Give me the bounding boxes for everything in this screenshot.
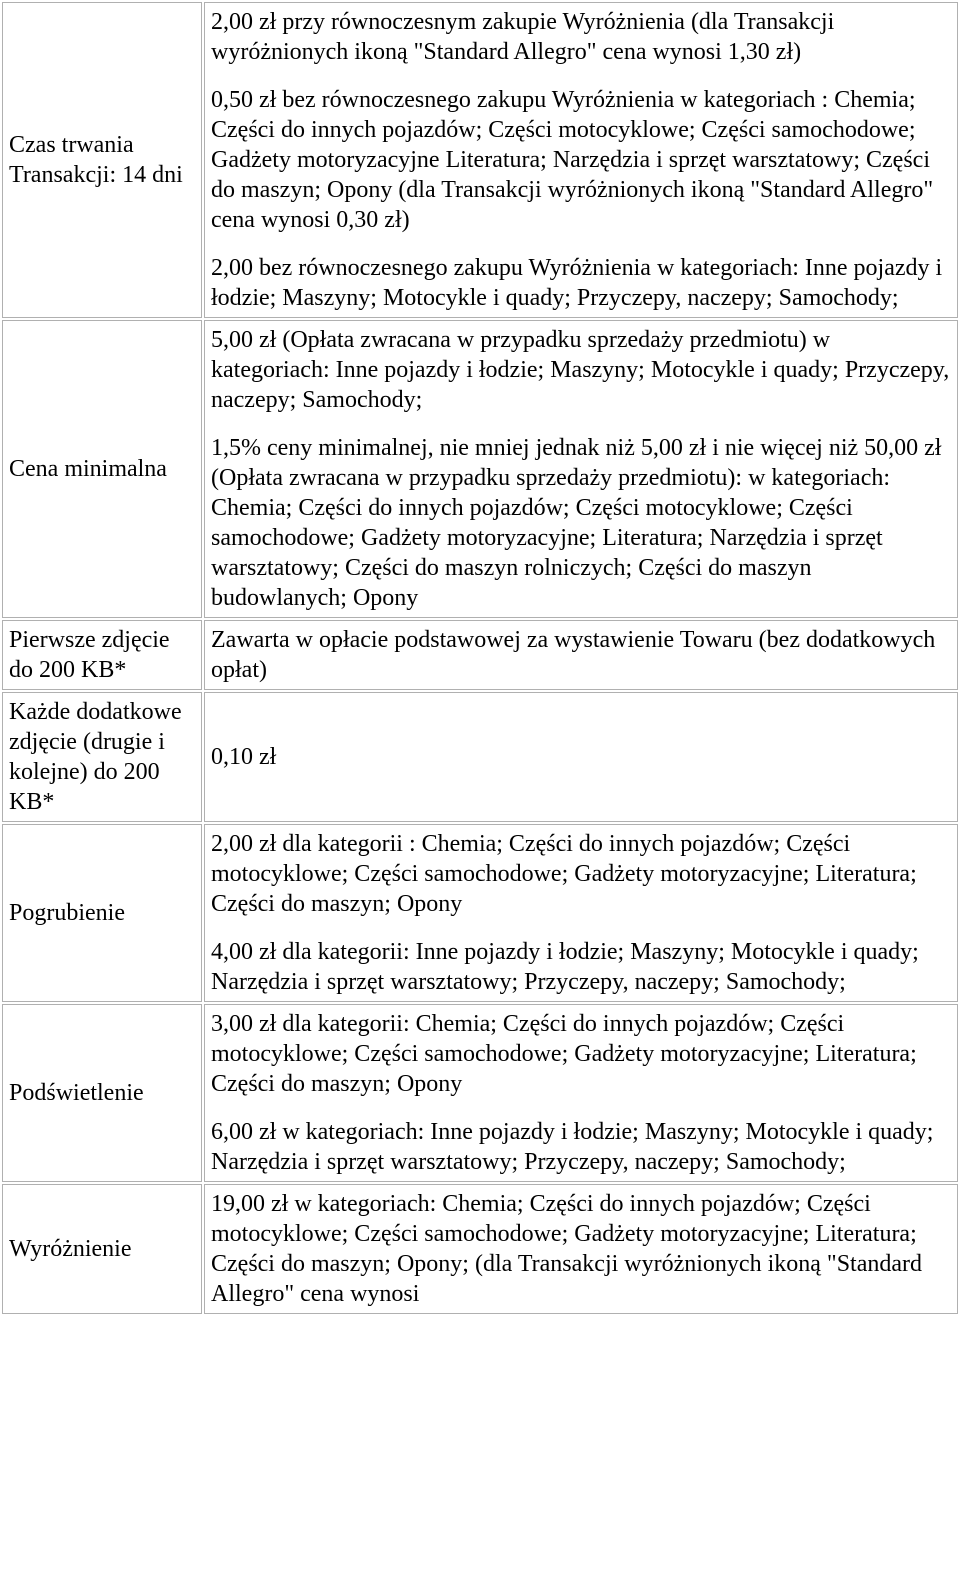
row-paragraph: 0,10 zł <box>211 742 951 772</box>
table-row: Podświetlenie3,00 zł dla kategorii: Chem… <box>2 1004 958 1182</box>
row-paragraph: 2,00 bez równoczesnego zakupu Wyróżnieni… <box>211 253 951 313</box>
row-label: Wyróżnienie <box>2 1184 202 1314</box>
row-value: 3,00 zł dla kategorii: Chemia; Części do… <box>204 1004 958 1182</box>
row-label: Pogrubienie <box>2 824 202 1002</box>
row-label: Każde dodatkowe zdjęcie (drugie i kolejn… <box>2 692 202 822</box>
row-paragraph: 0,50 zł bez równoczesnego zakupu Wyróżni… <box>211 85 951 235</box>
row-value: 5,00 zł (Opłata zwracana w przypadku spr… <box>204 320 958 618</box>
row-paragraph: 19,00 zł w kategoriach: Chemia; Części d… <box>211 1189 951 1309</box>
row-paragraph: Zawarta w opłacie podstawowej za wystawi… <box>211 625 951 685</box>
table-row: Wyróżnienie19,00 zł w kategoriach: Chemi… <box>2 1184 958 1314</box>
row-paragraph: 5,00 zł (Opłata zwracana w przypadku spr… <box>211 325 951 415</box>
row-value: 19,00 zł w kategoriach: Chemia; Części d… <box>204 1184 958 1314</box>
row-label: Podświetlenie <box>2 1004 202 1182</box>
table-row: Cena minimalna5,00 zł (Opłata zwracana w… <box>2 320 958 618</box>
row-label: Pierwsze zdjęcie do 200 KB* <box>2 620 202 690</box>
row-paragraph: 1,5% ceny minimalnej, nie mniej jednak n… <box>211 433 951 613</box>
row-value: 2,00 zł dla kategorii : Chemia; Części d… <box>204 824 958 1002</box>
row-value: Zawarta w opłacie podstawowej za wystawi… <box>204 620 958 690</box>
row-label: Cena minimalna <box>2 320 202 618</box>
pricing-table: Czas trwania Transakcji: 14 dni2,00 zł p… <box>0 0 960 1316</box>
row-label: Czas trwania Transakcji: 14 dni <box>2 2 202 318</box>
row-paragraph: 4,00 zł dla kategorii: Inne pojazdy i ło… <box>211 937 951 997</box>
row-paragraph: 2,00 zł przy równoczesnym zakupie Wyróżn… <box>211 7 951 67</box>
table-row: Pogrubienie2,00 zł dla kategorii : Chemi… <box>2 824 958 1002</box>
row-value: 2,00 zł przy równoczesnym zakupie Wyróżn… <box>204 2 958 318</box>
row-paragraph: 2,00 zł dla kategorii : Chemia; Części d… <box>211 829 951 919</box>
row-value: 0,10 zł <box>204 692 958 822</box>
table-row: Pierwsze zdjęcie do 200 KB*Zawarta w opł… <box>2 620 958 690</box>
row-paragraph: 3,00 zł dla kategorii: Chemia; Części do… <box>211 1009 951 1099</box>
table-row: Czas trwania Transakcji: 14 dni2,00 zł p… <box>2 2 958 318</box>
table-row: Każde dodatkowe zdjęcie (drugie i kolejn… <box>2 692 958 822</box>
pricing-table-body: Czas trwania Transakcji: 14 dni2,00 zł p… <box>2 2 958 1314</box>
row-paragraph: 6,00 zł w kategoriach: Inne pojazdy i ło… <box>211 1117 951 1177</box>
